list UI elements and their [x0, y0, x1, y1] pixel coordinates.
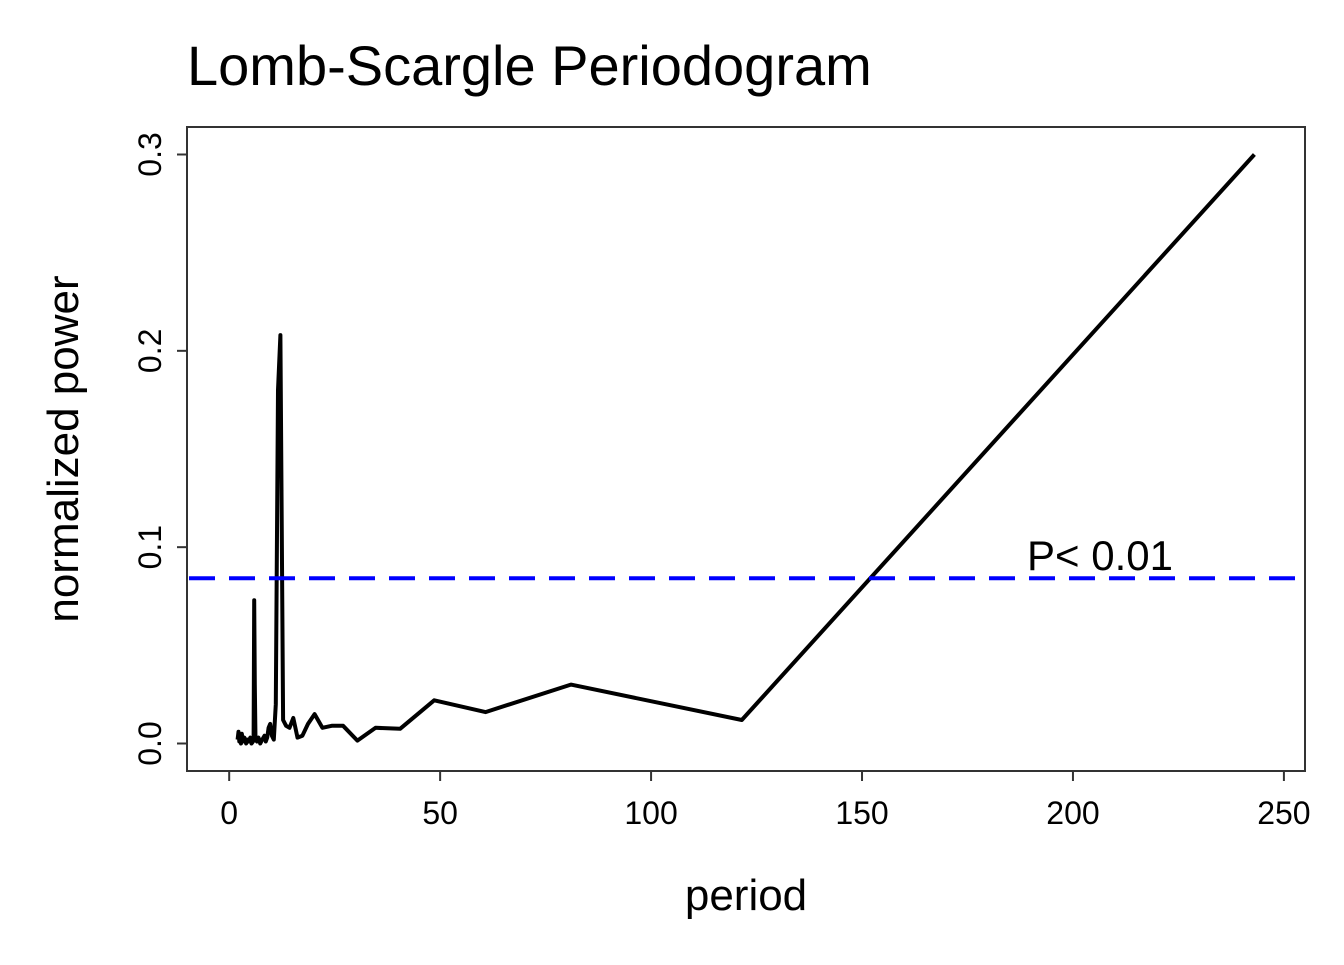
x-tick-label: 0: [220, 795, 238, 831]
x-tick-label: 250: [1257, 795, 1310, 831]
y-tick-label: 0.1: [132, 525, 168, 569]
x-tick-label: 50: [422, 795, 458, 831]
x-tick-label: 100: [624, 795, 677, 831]
x-axis: 0 50 100 150 200 250: [220, 771, 1311, 831]
x-tick-label: 150: [835, 795, 888, 831]
y-tick-label: 0.0: [132, 721, 168, 765]
y-axis-label: normalized power: [39, 275, 88, 622]
y-tick-label: 0.3: [132, 132, 168, 176]
threshold-label: P< 0.01: [1027, 532, 1173, 579]
y-tick-label: 0.2: [132, 329, 168, 373]
periodogram-line: [235, 153, 1256, 746]
plot-panel: [186, 126, 1306, 772]
x-axis-label: period: [685, 871, 807, 920]
x-tick-label: 200: [1046, 795, 1099, 831]
chart-title: Lomb-Scargle Periodogram: [187, 34, 872, 97]
series-layer: [235, 153, 1256, 746]
y-axis: 0.0 0.1 0.2 0.3: [132, 132, 187, 766]
